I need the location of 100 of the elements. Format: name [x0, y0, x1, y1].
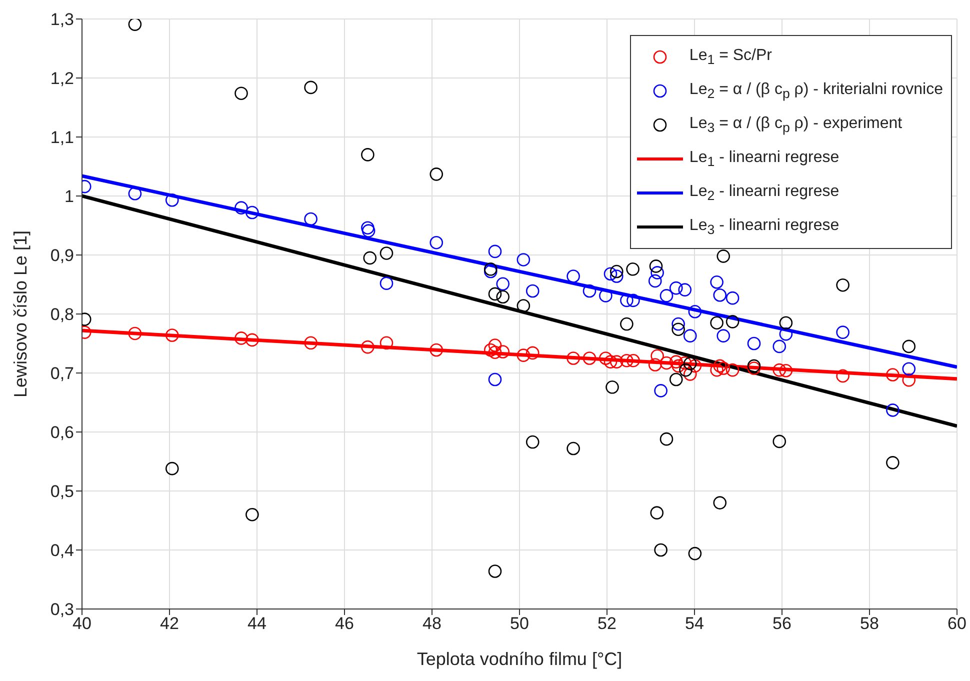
legend-label: Le$_{2}$ - linearni regrese: [689, 182, 840, 204]
point: [430, 343, 444, 357]
point: [779, 327, 793, 341]
point: [688, 304, 702, 318]
point: [886, 368, 900, 382]
point: [496, 277, 510, 291]
point: [683, 329, 697, 342]
point: [582, 352, 596, 365]
point: [779, 316, 793, 330]
y-axis-title: Lewisovo číslo Le [1]: [10, 230, 30, 398]
point: [688, 546, 702, 560]
point: [380, 276, 394, 290]
point: [526, 284, 540, 298]
point: [713, 359, 727, 373]
point: [836, 326, 850, 339]
x-tick-label: 44: [248, 614, 266, 634]
x-tick-label: 46: [335, 614, 354, 634]
point: [488, 346, 502, 359]
point: [380, 336, 394, 350]
point: [649, 260, 663, 273]
point: [165, 193, 179, 207]
point: [710, 316, 724, 330]
legend-label: Le$_{1}$ = Sc/Pr: [689, 46, 772, 68]
point: [660, 356, 674, 370]
point: [836, 278, 850, 292]
point: [672, 317, 685, 331]
y-tick-label: 1,3: [50, 10, 74, 30]
y-tick-label: 0,4: [50, 541, 74, 560]
point: [747, 359, 761, 373]
point: [650, 506, 664, 520]
point: [620, 354, 634, 368]
point: [620, 317, 634, 331]
point: [902, 362, 916, 376]
x-tick-label: 58: [860, 614, 879, 634]
point: [747, 336, 761, 350]
point: [716, 329, 730, 342]
legend-label: Le$_{1}$ - linearni regrese: [689, 148, 840, 170]
y-tick-label: 0,6: [50, 423, 74, 442]
point: [604, 355, 618, 368]
point: [772, 434, 786, 448]
point: [716, 362, 730, 375]
point: [234, 201, 248, 214]
x-tick-label: 42: [160, 614, 179, 634]
point: [626, 262, 640, 276]
point: [654, 384, 668, 398]
point: [672, 322, 685, 336]
point: [604, 267, 618, 281]
point: [836, 369, 850, 383]
point: [606, 380, 619, 394]
point: [610, 264, 624, 278]
legend-label: Le$_{2}$ = α / (β c$_{p}$ ρ) - kriterialni rovnice: [689, 80, 943, 102]
x-tick-label: 50: [510, 614, 529, 634]
point: [304, 80, 318, 94]
point: [650, 266, 664, 280]
y-tick-label: 1,2: [50, 69, 74, 88]
point: [713, 288, 727, 302]
y-tick-label: 1,1: [50, 128, 74, 148]
point: [772, 340, 786, 354]
point: [626, 294, 640, 308]
point: [361, 148, 374, 162]
x-tick-label: 56: [772, 614, 792, 634]
point: [678, 356, 692, 370]
point: [488, 244, 502, 258]
x-tick-label: 48: [422, 614, 442, 634]
x-tick-label: 40: [72, 614, 92, 634]
point: [669, 372, 683, 386]
point: [886, 404, 900, 417]
point: [650, 349, 664, 363]
point: [484, 262, 498, 276]
point: [626, 354, 640, 368]
point: [566, 352, 580, 365]
point: [710, 363, 724, 377]
point: [620, 294, 634, 308]
point: [165, 328, 179, 342]
point: [726, 363, 740, 377]
y-tick-label: 0,3: [50, 600, 74, 620]
point: [246, 333, 259, 347]
point: [526, 346, 540, 360]
point: [599, 352, 612, 365]
x-axis-title: Teplota vodního filmu [°C]: [416, 649, 622, 669]
point: [165, 462, 179, 476]
point: [430, 168, 444, 181]
point: [688, 359, 702, 373]
point: [726, 291, 740, 305]
point: [234, 332, 248, 345]
point: [362, 224, 376, 238]
point: [380, 246, 394, 260]
point: [669, 355, 683, 368]
point: [610, 355, 624, 368]
point: [526, 435, 540, 449]
legend-label: Le$_{3}$ = α / (β c$_{p}$ ρ) - experiment: [689, 114, 902, 136]
point: [516, 299, 530, 312]
point: [678, 283, 692, 296]
point: [679, 363, 692, 377]
point: [246, 508, 259, 522]
point: [654, 543, 668, 557]
point: [672, 359, 685, 373]
point: [128, 19, 142, 31]
point: [660, 432, 674, 446]
point: [128, 186, 142, 200]
